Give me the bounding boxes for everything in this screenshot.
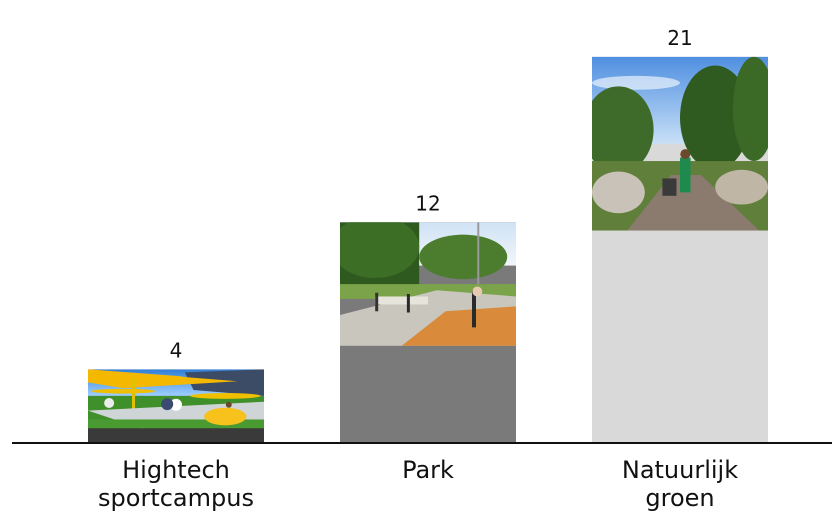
photos-group xyxy=(88,56,768,429)
category-label-3: Natuurlijk groen xyxy=(622,456,738,512)
bar-photo-2 xyxy=(340,222,516,346)
category-label-2: Park xyxy=(402,456,454,484)
value-label-1: 4 xyxy=(170,338,183,362)
bar-photo-3 xyxy=(592,56,768,231)
category-label-1: Hightech sportcampus xyxy=(98,456,254,512)
value-label-2: 12 xyxy=(415,191,440,215)
value-labels-group: 4 12 21 xyxy=(170,26,693,363)
bar-photo-1 xyxy=(88,369,264,429)
category-labels-group: Hightech sportcampus Park Natuurlijk groen xyxy=(98,456,738,512)
value-label-3: 21 xyxy=(667,26,692,50)
